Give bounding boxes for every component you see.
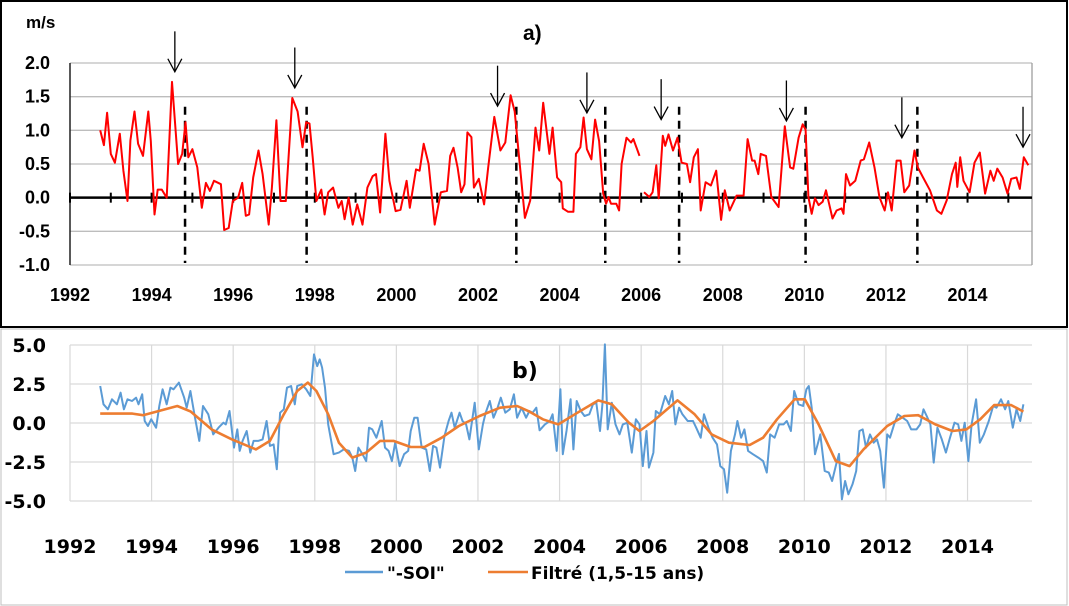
- x-tick-label: 1992: [44, 536, 97, 558]
- panel-b-label: b): [512, 359, 538, 384]
- y-tick-label: 1.0: [25, 120, 50, 140]
- panel-a-ylabel: m/s: [26, 13, 55, 32]
- arrow-head: [653, 106, 669, 121]
- legend-soi-label: "-SOI": [387, 564, 445, 584]
- panel-b-chart: 5.0 2.5 0.0 -2.5 -5.0 1992 1994 1996 1998 2000 200…: [4, 335, 1032, 558]
- y-tick-label: 0.0: [12, 413, 46, 435]
- arrow-head: [778, 107, 794, 123]
- x-tick-label: 2006: [615, 536, 668, 558]
- x-tick-label: 2014: [941, 536, 994, 558]
- x-tick-label: 2002: [458, 285, 498, 305]
- arrow-head: [287, 74, 303, 90]
- y-tick-label: 5.0: [12, 335, 46, 357]
- x-tick-label: 1998: [295, 285, 335, 305]
- legend: "-SOI" Filtré (1,5-15 ans): [345, 564, 704, 584]
- y-tick-label: 2.5: [12, 374, 46, 396]
- y-tick-label: 2.0: [25, 53, 50, 73]
- arrow-head: [167, 58, 183, 74]
- panel-b-frame: [0, 328, 1068, 606]
- x-tick-label: 2006: [621, 285, 661, 305]
- x-tick-label: 1998: [288, 536, 341, 558]
- arrow-down-icon: [489, 65, 506, 108]
- y-tick-label: 0.0: [25, 188, 50, 208]
- series-line-wind: [99, 80, 1030, 231]
- arrow-down-icon: [894, 97, 910, 140]
- x-tick-label: 2000: [376, 285, 416, 305]
- x-tick-label: 1996: [213, 285, 253, 305]
- series-line-soi: [99, 343, 1025, 501]
- x-tick-label: 1992: [50, 285, 90, 305]
- x-tick-label: 2014: [948, 285, 988, 305]
- arrow-down-icon: [778, 80, 794, 123]
- arrow-down-icon: [167, 31, 183, 74]
- arrow-down-icon: [287, 47, 303, 90]
- y-tick-label: -2.5: [4, 452, 46, 474]
- arrow-head: [894, 124, 910, 140]
- arrow-down-icon: [1015, 106, 1031, 149]
- x-tick-label: 1994: [125, 536, 178, 558]
- y-tick-label: -5.0: [4, 491, 46, 513]
- arrow-down-icon: [579, 72, 595, 115]
- arrow-head: [489, 92, 506, 108]
- arrow-head: [579, 99, 595, 115]
- x-tick-label: 1994: [132, 285, 172, 305]
- arrow-down-icon: [653, 79, 669, 121]
- y-tick-label: 1.5: [25, 87, 50, 107]
- arrow-head: [1015, 133, 1031, 149]
- x-tick-label: 2012: [860, 536, 913, 558]
- x-tick-label: 2012: [866, 285, 906, 305]
- x-tick-label: 2008: [703, 285, 743, 305]
- y-tick-label: -0.5: [19, 221, 50, 241]
- x-tick-label: 2004: [533, 536, 586, 558]
- x-tick-label: 2002: [452, 536, 505, 558]
- x-tick-label: 2010: [778, 536, 831, 558]
- legend-filtered-label: Filtré (1,5-15 ans): [531, 564, 704, 584]
- series-line-filtered: [100, 381, 1025, 468]
- x-tick-label: 1996: [207, 536, 260, 558]
- x-tick-label: 2000: [370, 536, 423, 558]
- panel-a-label: a): [523, 22, 542, 45]
- x-tick-label: 2008: [696, 536, 749, 558]
- x-tick-label: 2004: [540, 285, 580, 305]
- y-tick-label: -1.0: [19, 255, 50, 275]
- y-tick-label: 0.5: [25, 154, 50, 174]
- x-tick-label: 2010: [784, 285, 824, 305]
